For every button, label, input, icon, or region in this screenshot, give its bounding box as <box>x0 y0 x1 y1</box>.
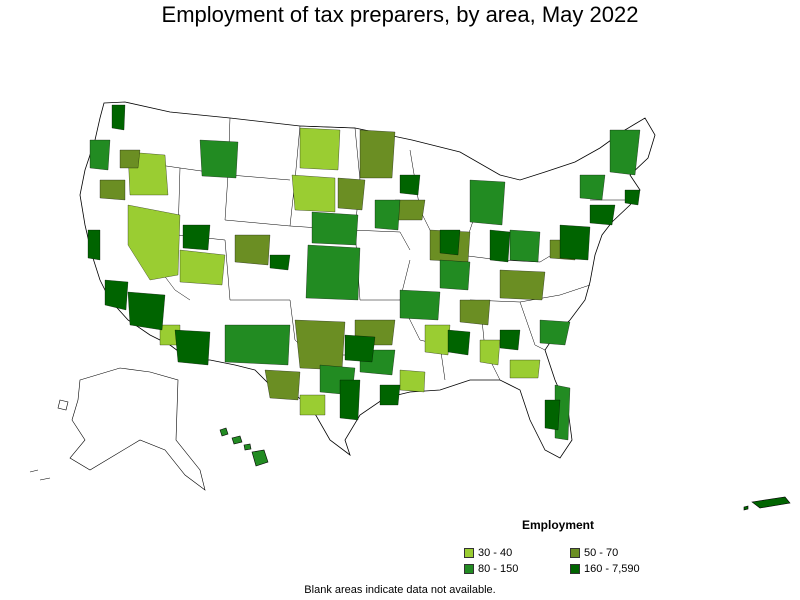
legend-swatch <box>570 564 580 574</box>
map-title: Employment of tax preparers, by area, Ma… <box>161 2 639 27</box>
puerto-rico <box>743 496 791 511</box>
map-legend: Employment 30 - 40 50 - 70 80 - 150 160 … <box>462 518 662 578</box>
legend-swatch <box>464 548 474 558</box>
hawaii <box>219 427 269 467</box>
legend-label: 30 - 40 <box>478 547 513 559</box>
alaska <box>29 367 206 491</box>
employment-areas <box>87 104 641 441</box>
legend-swatch <box>570 548 580 558</box>
legend-item-50-70: 50 - 70 <box>570 547 618 559</box>
legend-item-80-150: 80 - 150 <box>464 563 518 575</box>
legend-swatch <box>464 564 474 574</box>
legend-label: 160 - 7,590 <box>584 563 640 575</box>
legend-title: Employment <box>522 518 595 532</box>
footnote: Blank areas indicate data not available. <box>304 584 496 596</box>
legend-label: 50 - 70 <box>584 547 619 559</box>
legend-label: 80 - 150 <box>478 563 519 575</box>
legend-item-30-40: 30 - 40 <box>464 547 512 559</box>
legend-item-160-7590: 160 - 7,590 <box>570 563 640 575</box>
